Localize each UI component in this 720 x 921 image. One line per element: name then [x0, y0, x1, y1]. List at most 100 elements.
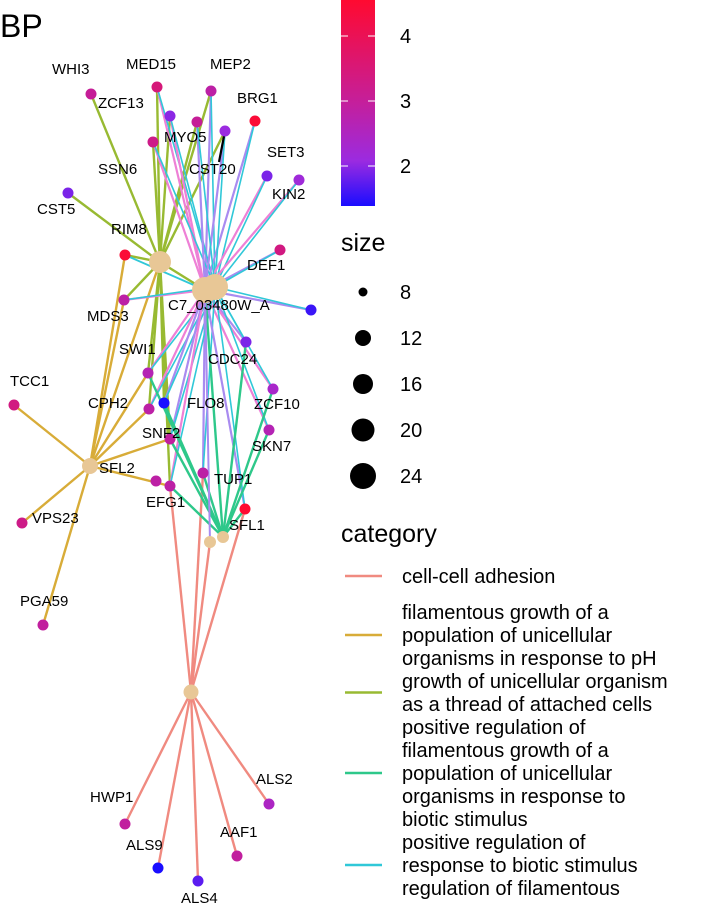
network-edge	[21, 465, 91, 524]
gene-node	[85, 88, 97, 100]
network-edge	[214, 286, 312, 311]
category-node	[204, 536, 216, 548]
network-edge	[203, 130, 227, 291]
gene-label: ALS4	[181, 890, 218, 907]
network-edge	[204, 289, 211, 543]
gene-label: BRG1	[237, 90, 278, 107]
network-edge	[123, 691, 193, 825]
network-edge	[203, 120, 257, 291]
network-edge	[124, 254, 206, 291]
network-edge	[214, 286, 270, 431]
category-legend-label: filamentous growth of a	[402, 602, 610, 624]
colorbar-gradient	[341, 0, 375, 206]
size-legend: size 8 12 16 20 24	[341, 229, 422, 489]
network-edge	[214, 179, 300, 288]
network-edge	[203, 90, 213, 291]
gene-label: TUP1	[214, 471, 252, 488]
category-node	[217, 531, 229, 543]
gene-node	[147, 136, 159, 148]
gene-node	[293, 174, 305, 186]
network-edge	[67, 192, 161, 263]
category-node	[82, 458, 98, 474]
size-legend-dot	[351, 418, 375, 442]
gene-node	[37, 619, 49, 631]
gene-node	[164, 110, 176, 122]
gene-label: KIN2	[272, 186, 305, 203]
gene-label: MED15	[126, 56, 176, 73]
network-edge	[151, 141, 162, 263]
network-edge	[189, 691, 239, 857]
gene-node	[158, 397, 170, 409]
gene-node	[249, 115, 261, 127]
gene-label: FLO8	[187, 395, 225, 412]
network-edge	[221, 388, 275, 538]
gene-label: CPH2	[88, 395, 128, 412]
gene-label: CST5	[37, 201, 75, 218]
gene-node	[8, 399, 20, 411]
network-edge	[88, 254, 127, 467]
colorbar-tick: 2	[400, 156, 411, 178]
category-legend-label: regulation of filamentous	[402, 878, 620, 900]
category-legend: category cell-cell adhesion filamentous g…	[341, 520, 668, 900]
network-edge	[151, 141, 207, 291]
gene-label: CDC24	[208, 351, 257, 368]
network-edge	[196, 121, 216, 288]
gene-node	[191, 116, 203, 128]
network-edge	[189, 508, 247, 693]
category-legend-label: as a thread of attached cells	[402, 694, 652, 716]
gene-label: WHI3	[52, 61, 90, 78]
size-legend-value: 12	[400, 328, 422, 350]
network-edge	[214, 286, 246, 510]
gene-node	[305, 304, 317, 316]
gene-node	[205, 85, 217, 97]
network-edge	[201, 472, 225, 538]
network-edge	[221, 341, 248, 538]
gene-node	[197, 467, 209, 479]
gene-node	[261, 170, 273, 182]
gene-label: EFG1	[146, 494, 185, 511]
network-edge	[155, 86, 207, 291]
gene-node	[239, 503, 251, 515]
size-legend-dot	[350, 463, 376, 489]
network-edge	[189, 472, 205, 693]
category-legend-label: positive regulation of	[402, 832, 586, 854]
category-legend-label: growth of unicellular organism	[402, 671, 668, 693]
gene-label: SET3	[267, 144, 305, 161]
category-legend-label: cell-cell adhesion	[402, 566, 555, 588]
network-edge	[169, 115, 216, 288]
gene-node	[192, 875, 204, 887]
gene-node	[219, 125, 231, 137]
gene-label: ALS2	[256, 771, 293, 788]
category-legend-label: organisms in response to pH	[402, 648, 657, 670]
colorbar: 4 3 2	[341, 0, 411, 206]
network-edge	[204, 175, 268, 291]
network-edge	[202, 286, 216, 474]
label-layer: WHI3 MED15 MEP2 ZCF13 BRG1 MYO5 CST20 SET3 SSN6 K…	[10, 56, 305, 907]
gene-node	[267, 383, 279, 395]
gene-node	[231, 850, 243, 862]
size-legend-value: 20	[400, 420, 422, 442]
gene-node	[142, 367, 154, 379]
gene-node	[240, 336, 252, 348]
network-edge	[189, 691, 200, 882]
gene-node	[151, 81, 163, 93]
gene-label: RIM8	[111, 221, 147, 238]
gene-label: SFL2	[99, 460, 135, 477]
gene-label: ALS9	[126, 837, 163, 854]
network-edge	[195, 121, 207, 291]
gene-label: DEF1	[247, 257, 285, 274]
gene-label: AAF1	[220, 824, 258, 841]
category-legend-title: category	[341, 520, 437, 548]
gene-label: C7_03480W_A	[168, 297, 270, 314]
network-edge	[88, 299, 126, 467]
network-edge	[204, 179, 300, 291]
gene-node	[164, 480, 176, 492]
gene-node	[274, 244, 286, 256]
gene-label: SWI1	[119, 341, 156, 358]
gene-node	[119, 249, 131, 261]
network-edge	[89, 408, 150, 467]
network-edge	[156, 691, 193, 869]
size-legend-dot	[358, 287, 368, 297]
gene-label: SKN7	[252, 438, 291, 455]
network-edge	[168, 438, 225, 538]
